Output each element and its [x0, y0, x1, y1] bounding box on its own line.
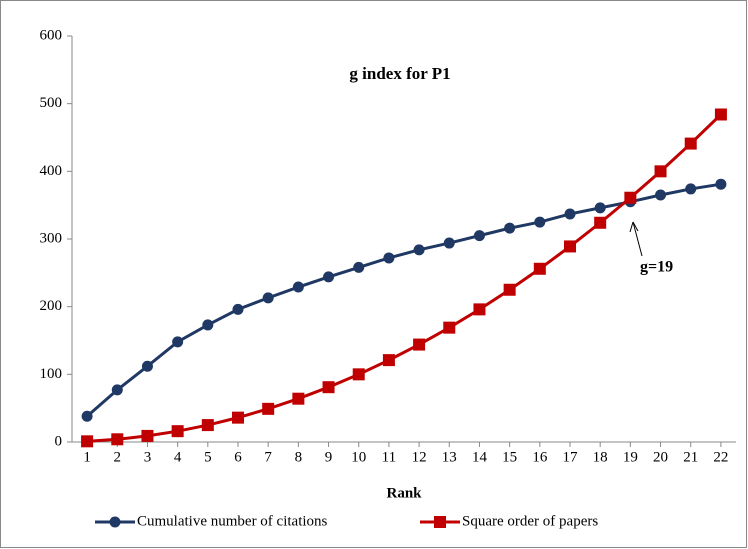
marker	[352, 368, 365, 381]
marker	[262, 292, 274, 304]
marker	[624, 191, 637, 204]
legend-label: Square order of papers	[462, 513, 598, 529]
marker	[141, 360, 153, 372]
x-tick-label: 18	[593, 449, 608, 465]
marker	[382, 354, 395, 367]
x-tick-label: 22	[713, 449, 728, 465]
marker	[262, 402, 275, 415]
series-line	[86, 113, 722, 443]
marker	[534, 216, 546, 228]
x-tick-label: 9	[325, 449, 333, 465]
marker	[111, 384, 123, 396]
marker	[443, 321, 456, 334]
y-tick-label: 100	[40, 366, 63, 382]
x-tick-label: 20	[653, 449, 668, 465]
marker	[443, 237, 455, 249]
marker	[292, 392, 305, 405]
x-tick-label: 21	[683, 449, 698, 465]
x-tick-label: 12	[412, 449, 427, 465]
legend-marker	[109, 516, 121, 528]
x-tick-label: 11	[382, 449, 396, 465]
x-axis-label: Rank	[386, 485, 422, 501]
x-tick-label: 7	[264, 449, 272, 465]
marker	[292, 281, 304, 293]
marker	[714, 108, 727, 121]
x-tick-label: 15	[502, 449, 517, 465]
chart-title: g index for P1	[349, 64, 450, 83]
marker	[503, 283, 516, 296]
series-line	[86, 182, 722, 418]
marker	[684, 137, 697, 150]
y-tick-label: 600	[40, 27, 63, 43]
marker	[232, 411, 244, 424]
marker	[81, 410, 93, 422]
x-tick-label: 3	[144, 449, 152, 465]
x-tick-label: 16	[532, 449, 548, 465]
marker	[533, 262, 546, 275]
legend-label: Cumulative number of citations	[137, 513, 328, 529]
marker	[564, 208, 576, 220]
x-tick-label: 17	[563, 449, 579, 465]
marker	[594, 202, 606, 214]
y-tick-label: 0	[55, 433, 63, 449]
marker	[594, 216, 607, 229]
y-tick-label: 200	[40, 298, 63, 314]
marker	[654, 165, 667, 178]
x-tick-label: 13	[442, 449, 457, 465]
marker	[564, 240, 576, 253]
x-tick-label: 4	[174, 449, 182, 465]
y-tick-label: 400	[40, 163, 63, 179]
marker	[111, 433, 124, 446]
marker	[172, 336, 184, 348]
annotation: g=19	[640, 259, 673, 276]
marker	[322, 381, 335, 394]
x-tick-label: 2	[114, 449, 122, 465]
marker	[413, 338, 426, 351]
marker	[323, 271, 335, 283]
marker	[383, 252, 395, 264]
marker	[353, 261, 365, 273]
marker	[413, 244, 425, 256]
marker	[81, 435, 94, 448]
y-tick-label: 500	[40, 95, 63, 111]
marker	[201, 419, 214, 432]
x-tick-label: 1	[83, 449, 91, 465]
x-tick-label: 14	[472, 449, 488, 465]
marker	[171, 425, 184, 438]
x-tick-label: 19	[623, 449, 638, 465]
x-tick-label: 5	[204, 449, 212, 465]
marker	[715, 178, 727, 190]
marker	[504, 222, 516, 234]
marker	[685, 183, 697, 195]
x-tick-label: 10	[351, 449, 366, 465]
marker	[232, 303, 244, 315]
marker	[202, 319, 214, 331]
legend-marker	[434, 516, 446, 528]
x-tick-label: 8	[295, 449, 303, 465]
marker	[473, 303, 486, 316]
annotation-arrow	[629, 221, 643, 257]
x-tick-label: 6	[234, 449, 242, 465]
marker	[473, 230, 485, 242]
marker	[141, 429, 154, 442]
y-tick-label: 300	[40, 230, 63, 246]
marker	[655, 189, 667, 201]
